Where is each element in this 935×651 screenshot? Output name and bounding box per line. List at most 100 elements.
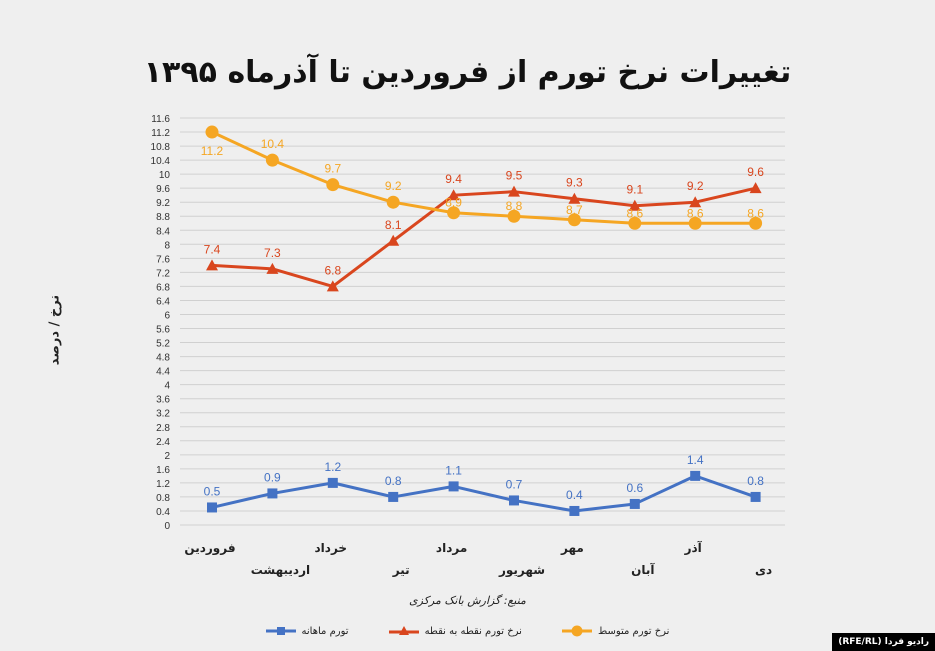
y-tick-label: 6.4: [156, 296, 170, 307]
data-point: [569, 505, 580, 516]
data-point: [567, 213, 581, 227]
data-label: 8.6: [626, 206, 643, 220]
x-tick-label: خرداد: [315, 541, 348, 555]
data-label: 9.3: [566, 176, 583, 190]
y-tick-label: 4.8: [156, 353, 170, 364]
data-label: 1.2: [324, 460, 341, 474]
data-label: 0.4: [566, 488, 583, 502]
data-label: 9.2: [385, 179, 402, 193]
chart-title: تغییرات نرخ تورم از فروردین تا آذرماه ۱۳…: [143, 55, 792, 90]
data-point: [386, 195, 400, 209]
data-point: [628, 216, 642, 230]
data-point: [447, 189, 460, 201]
y-tick-label: 5.6: [156, 325, 170, 336]
data-point: [387, 234, 400, 246]
y-tick-label: 7.2: [156, 268, 170, 279]
x-tick-label: اردیبهشت: [251, 563, 310, 577]
y-tick-label: 2.8: [156, 423, 170, 434]
y-tick-label: 10.4: [151, 156, 171, 167]
data-point: [326, 178, 340, 192]
data-label: 9.6: [747, 165, 764, 179]
data-point: [327, 477, 338, 488]
data-point: [750, 491, 761, 502]
legend-item-point: نرخ تورم نقطه به نقطه: [388, 625, 522, 637]
x-tick-label: شهریور: [498, 563, 545, 578]
data-point: [507, 209, 521, 223]
legend: تورم ماهانه نرخ تورم نقطه به نقطه نرخ تو…: [0, 625, 935, 637]
legend-item-average: نرخ تورم متوسط: [561, 625, 670, 637]
data-label: 8.6: [687, 206, 704, 220]
data-label: 1.1: [445, 463, 462, 477]
data-point: [688, 216, 702, 230]
data-label: 0.8: [747, 474, 764, 488]
data-label: 0.7: [506, 477, 523, 491]
data-label: 0.9: [264, 470, 281, 484]
data-label: 8.1: [385, 218, 402, 232]
data-label: 0.5: [204, 484, 221, 498]
y-tick-label: 5.2: [156, 339, 170, 350]
legend-label: تورم ماهانه: [301, 625, 349, 637]
x-tick-label: فروردین: [184, 541, 235, 556]
legend-marker-square: [265, 627, 296, 635]
data-point: [628, 199, 641, 211]
data-point: [326, 280, 339, 292]
y-tick-label: 4.4: [156, 367, 170, 378]
y-axis-label: نرخ / درصد: [47, 294, 63, 366]
data-point: [509, 495, 519, 506]
data-label: 10.4: [261, 137, 285, 151]
data-label: 9.7: [324, 162, 341, 176]
legend-label: نرخ تورم متوسط: [597, 625, 670, 637]
data-label: 9.2: [687, 179, 704, 193]
y-tick-label: 6.8: [156, 282, 170, 293]
y-tick-label: 11.6: [151, 114, 170, 125]
y-tick-label: 7.6: [156, 254, 170, 265]
y-tick-label: 0.8: [156, 493, 170, 504]
data-point: [690, 470, 701, 481]
data-point: [206, 259, 218, 271]
x-tick-label: مرداد: [436, 541, 467, 555]
data-point: [205, 125, 219, 139]
data-label: 1.4: [687, 453, 704, 467]
y-tick-label: 10.8: [151, 142, 171, 153]
data-label: 0.6: [626, 481, 643, 495]
data-label: 11.2: [201, 144, 224, 158]
data-point: [447, 206, 461, 220]
y-tick-label: 3.6: [156, 395, 170, 406]
legend-item-monthly: تورم ماهانه: [265, 625, 349, 637]
data-point: [207, 502, 217, 513]
y-tick-label: 1.2: [156, 479, 170, 490]
y-tick-label: 0: [164, 521, 170, 532]
data-point: [265, 153, 279, 167]
data-point: [629, 498, 640, 509]
data-point: [568, 192, 581, 204]
data-point: [267, 488, 278, 499]
data-point: [388, 491, 399, 502]
data-label: 7.3: [264, 246, 281, 260]
data-label: 6.8: [324, 263, 341, 277]
legend-label: نرخ تورم نقطه به نقطه: [424, 625, 522, 637]
y-tick-label: 8: [164, 240, 170, 251]
series-line: [211, 130, 756, 225]
y-tick-label: 8.8: [156, 212, 170, 223]
x-tick-label: تیر: [392, 563, 410, 577]
data-label: 9.1: [626, 183, 643, 197]
y-tick-label: 9.6: [156, 184, 170, 195]
y-tick-label: 6: [164, 310, 170, 321]
y-tick-label: 2: [164, 451, 170, 462]
y-tick-label: 8.4: [156, 226, 170, 237]
data-point: [749, 216, 763, 230]
data-label: 8.8: [506, 199, 523, 213]
y-tick-label: 1.6: [156, 465, 170, 476]
data-point: [749, 182, 762, 194]
data-label: 0.8: [385, 474, 402, 488]
series-line: [211, 186, 756, 288]
data-point: [508, 185, 520, 197]
x-tick-label: آذر: [684, 540, 703, 555]
data-label: 9.5: [506, 169, 523, 183]
y-tick-label: 11.2: [151, 128, 170, 139]
data-label: 7.4: [204, 242, 221, 256]
brand-badge: رادیو فردا (RFE/RL): [832, 633, 935, 651]
legend-marker-triangle: [388, 626, 419, 635]
data-point: [266, 262, 279, 274]
